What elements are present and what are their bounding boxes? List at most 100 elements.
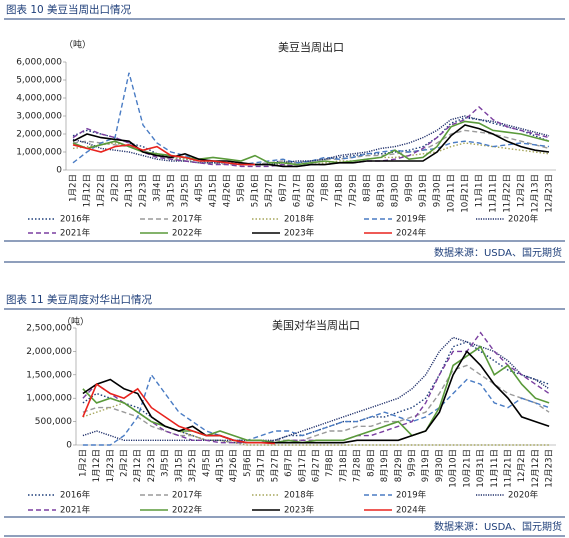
x-tick-label: 5月27日: [270, 449, 280, 482]
x-tick-label: 5月6日: [243, 449, 253, 477]
source-note: 数据来源：USDA、国元期货: [434, 246, 562, 259]
x-tick-label: 7月29日: [349, 174, 359, 207]
x-tick-label: 3月5日: [161, 449, 171, 477]
x-tick-label: 4月26日: [223, 174, 233, 207]
series-line: [72, 120, 550, 166]
series-line: [72, 143, 255, 166]
x-tick-label: 6月28日: [307, 174, 317, 207]
x-tick-label: 2月13日: [125, 174, 135, 207]
legend-label: 2022年: [172, 228, 203, 239]
x-tick-label: 8月8日: [363, 174, 373, 202]
x-tick-label: 5月17日: [257, 449, 267, 482]
series-line: [82, 350, 550, 444]
x-tick-label: 7月18日: [335, 174, 345, 207]
x-tick-label: 6月7日: [284, 449, 294, 477]
x-tick-label: 3月15日: [174, 449, 184, 482]
x-tick-label: 7月8日: [321, 174, 331, 202]
y-tick-label: 6,000,000: [16, 58, 62, 68]
x-tick-label: 12月2日: [517, 174, 527, 207]
series-line: [82, 336, 550, 441]
legend-label: 2017年: [172, 214, 203, 225]
x-tick-label: 6月17日: [298, 449, 308, 482]
series-line: [72, 72, 550, 166]
legend-label: 2017年: [172, 490, 203, 501]
x-tick-label: 4月26日: [229, 449, 239, 482]
x-tick-label: 12月12日: [531, 449, 541, 488]
legend-label: 2024年: [396, 505, 427, 516]
series-line: [72, 124, 550, 168]
x-tick-label: 4月15日: [209, 174, 219, 207]
y-tick-label: 0: [66, 441, 72, 451]
legend-label: 2022年: [172, 505, 203, 516]
unit-label: （吨）: [62, 316, 89, 328]
x-tick-label: 6月17日: [293, 174, 303, 207]
x-tick-label: 8月30日: [391, 174, 401, 207]
x-tick-label: 10月10日: [449, 449, 459, 488]
x-tick-label: 6月27日: [312, 449, 322, 482]
x-tick-label: 2月23日: [139, 174, 149, 207]
legend-label: 2020年: [508, 490, 539, 501]
series-line: [72, 106, 550, 168]
series-line: [82, 402, 550, 446]
legend-label: 2023年: [284, 505, 315, 516]
y-tick-label: 2,000,000: [16, 130, 62, 140]
series-line: [82, 331, 550, 444]
x-tick-label: 4月5日: [202, 449, 212, 477]
legend-label: 2016年: [60, 490, 91, 501]
x-tick-label: 2月23日: [147, 449, 157, 482]
y-tick-label: 1,500,000: [26, 370, 72, 380]
series-line: [72, 129, 550, 166]
y-tick-label: 1,000,000: [26, 394, 72, 404]
x-tick-label: 12月23日: [545, 449, 555, 488]
x-tick-label: 11月11日: [490, 449, 500, 488]
x-tick-label: 8月19日: [377, 174, 387, 207]
series-line: [72, 115, 550, 166]
y-tick-label: 2,000,000: [26, 347, 72, 357]
y-tick-label: 3,000,000: [16, 112, 62, 122]
y-tick-label: 0: [56, 166, 62, 176]
legend-label: 2021年: [60, 228, 91, 239]
unit-label: （吨）: [64, 39, 91, 51]
series-line: [82, 364, 550, 444]
y-tick-label: 4,000,000: [16, 94, 62, 104]
legend-label: 2018年: [284, 490, 315, 501]
x-tick-label: 3月4日: [153, 174, 163, 202]
x-tick-label: 3月25日: [181, 174, 191, 207]
x-tick-label: 10月31日: [476, 449, 486, 488]
series-line: [82, 341, 550, 444]
x-tick-label: 5月16日: [251, 174, 261, 207]
x-tick-label: 4月5日: [195, 174, 205, 202]
x-tick-label: 8月29日: [394, 449, 404, 482]
legend-label: 2020年: [508, 214, 539, 225]
y-tick-label: 5,000,000: [16, 76, 62, 86]
x-tick-label: 12月23日: [545, 174, 555, 213]
source-note: 数据来源：USDA、国元期货: [434, 520, 562, 533]
chart-title: 美国对华当周出口: [272, 318, 360, 332]
x-tick-label: 9月9日: [408, 449, 418, 477]
figure-caption: 图表 10 美豆当周出口情况: [6, 3, 132, 16]
y-tick-label: 500,000: [35, 417, 72, 427]
x-tick-label: 9月19日: [419, 174, 429, 207]
x-tick-label: 8月19日: [380, 449, 390, 482]
x-tick-label: 8月8日: [366, 449, 376, 477]
x-tick-label: 9月19日: [421, 449, 431, 482]
series-line: [82, 345, 550, 444]
x-tick-label: 3月25日: [188, 449, 198, 482]
legend-label: 2021年: [60, 505, 91, 516]
x-tick-label: 7月18日: [339, 449, 349, 482]
x-tick-label: 12月13日: [531, 174, 541, 213]
x-tick-label: 7月28日: [353, 449, 363, 482]
legend-label: 2023年: [284, 228, 315, 239]
x-tick-label: 9月30日: [435, 449, 445, 482]
series-line: [82, 373, 550, 446]
x-tick-label: 11月1日: [475, 174, 485, 207]
legend-label: 2019年: [396, 490, 427, 501]
y-tick-label: 2,500,000: [26, 324, 72, 334]
x-tick-label: 1月12日: [92, 449, 102, 482]
x-tick-label: 3月15日: [167, 174, 177, 207]
x-tick-label: 11月22日: [503, 174, 513, 213]
x-tick-label: 10月21日: [461, 174, 471, 213]
x-tick-label: 2月12日: [133, 449, 143, 482]
chart-title: 美豆当周出口: [278, 40, 344, 54]
